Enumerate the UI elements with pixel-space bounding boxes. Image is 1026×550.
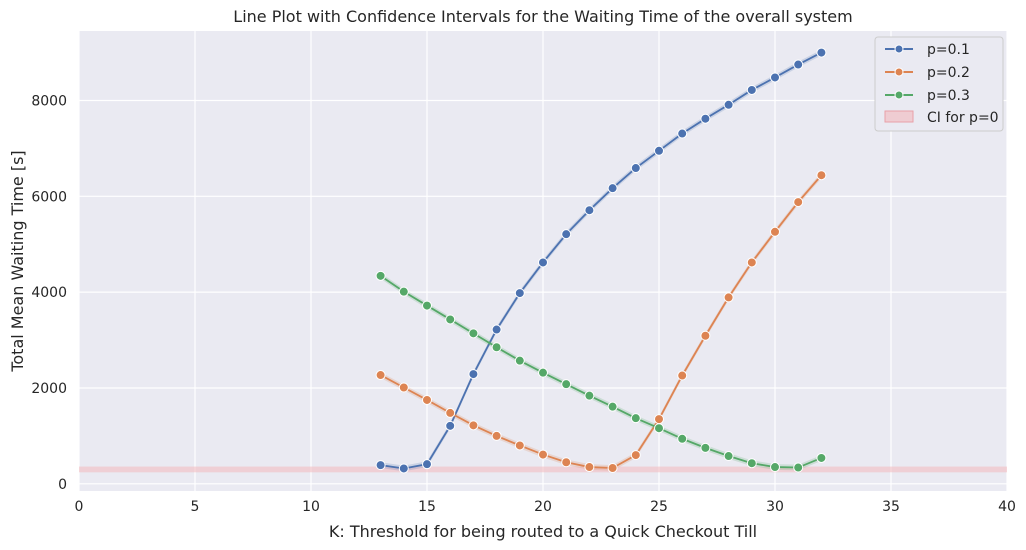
data-point: [677, 370, 688, 381]
legend-marker-p01: [894, 44, 904, 54]
data-point: [700, 330, 711, 341]
x-tick-label: 35: [882, 499, 900, 515]
data-point: [538, 449, 548, 460]
data-point: [538, 257, 548, 268]
data-point: [584, 205, 595, 216]
series-p01: [375, 47, 827, 474]
data-point: [445, 407, 456, 418]
legend-label-p03: p=0.3: [927, 88, 970, 104]
data-point: [793, 59, 804, 70]
legend-patch-ci: [884, 110, 914, 123]
legend: p=0.1 p=0.2 p=0.3 CI for p=0: [874, 36, 1004, 132]
data-point: [677, 433, 688, 444]
y-tick-label: 8000: [31, 93, 67, 109]
data-point: [746, 458, 757, 469]
data-point: [398, 463, 409, 474]
data-point: [491, 430, 502, 441]
x-tick-label: 25: [650, 499, 668, 515]
data-point: [746, 84, 757, 95]
data-point: [723, 292, 734, 303]
data-point: [793, 197, 804, 208]
data-point: [654, 423, 664, 434]
legend-marker-p02: [894, 67, 904, 77]
x-tick-label: 15: [418, 499, 436, 515]
data-point: [607, 401, 618, 412]
data-point: [816, 170, 827, 181]
data-point: [468, 369, 479, 380]
data-point: [468, 328, 479, 339]
data-point: [654, 414, 664, 425]
data-point: [816, 452, 827, 463]
data-point: [422, 459, 432, 470]
data-point: [468, 420, 479, 431]
data-point: [584, 462, 595, 473]
data-point: [630, 163, 641, 174]
x-tick-label: 5: [191, 499, 200, 515]
y-tick-label: 4000: [31, 285, 67, 301]
ci-band-p0: [79, 466, 1007, 473]
y-tick-label: 2000: [31, 381, 67, 397]
data-point: [561, 229, 572, 240]
x-tick-label: 40: [998, 499, 1016, 515]
legend-label-p02: p=0.2: [927, 65, 970, 81]
ci-band-layer: [79, 466, 1007, 473]
data-point: [723, 99, 734, 110]
data-point: [538, 367, 548, 378]
data-point: [723, 451, 734, 462]
data-point: [770, 72, 780, 83]
data-point: [700, 442, 711, 453]
data-point: [445, 314, 456, 325]
x-tick-labels: 0 5 10 15 20 25 30 35 40: [75, 499, 1016, 515]
data-point: [654, 145, 664, 156]
data-point: [375, 460, 386, 471]
data-point: [584, 390, 595, 401]
data-point: [375, 370, 386, 381]
data-point: [398, 286, 409, 297]
legend-label-ci: CI for p=0: [927, 110, 999, 126]
data-point: [491, 324, 502, 335]
x-tick-label: 10: [302, 499, 320, 515]
data-point: [630, 450, 641, 461]
data-point: [677, 128, 688, 139]
data-point: [607, 463, 618, 473]
legend-marker-p03: [894, 90, 904, 100]
y-tick-label: 6000: [31, 189, 67, 205]
data-point: [491, 342, 502, 353]
data-point: [514, 355, 525, 366]
chart-title: Line Plot with Confidence Intervals for …: [233, 7, 852, 26]
data-point: [561, 379, 572, 390]
x-axis-label: K: Threshold for being routed to a Quick…: [329, 522, 757, 541]
data-point: [398, 382, 409, 393]
x-tick-label: 30: [766, 499, 784, 515]
data-point: [607, 183, 618, 194]
y-tick-labels: 0 2000 4000 6000 8000: [31, 93, 67, 492]
data-point: [746, 257, 757, 268]
data-point: [793, 462, 804, 473]
series-layer: [375, 47, 827, 474]
legend-label-p01: p=0.1: [927, 42, 970, 58]
data-point: [770, 462, 780, 473]
x-tick-label: 0: [75, 499, 84, 515]
data-point: [445, 420, 456, 431]
series-p02: [375, 170, 827, 473]
y-axis-label: Total Mean Waiting Time [s]: [8, 150, 27, 372]
data-point: [514, 440, 525, 451]
data-point: [422, 394, 432, 405]
y-tick-label: 0: [58, 477, 67, 493]
x-tick-label: 20: [534, 499, 552, 515]
data-point: [700, 113, 711, 124]
data-point: [514, 288, 525, 299]
data-point: [561, 457, 572, 468]
data-point: [770, 226, 780, 237]
legend-box: [874, 36, 1004, 132]
data-point: [422, 300, 432, 311]
data-point: [630, 413, 641, 424]
series-p03: [375, 270, 827, 473]
data-point: [816, 47, 827, 58]
data-point: [375, 270, 386, 281]
